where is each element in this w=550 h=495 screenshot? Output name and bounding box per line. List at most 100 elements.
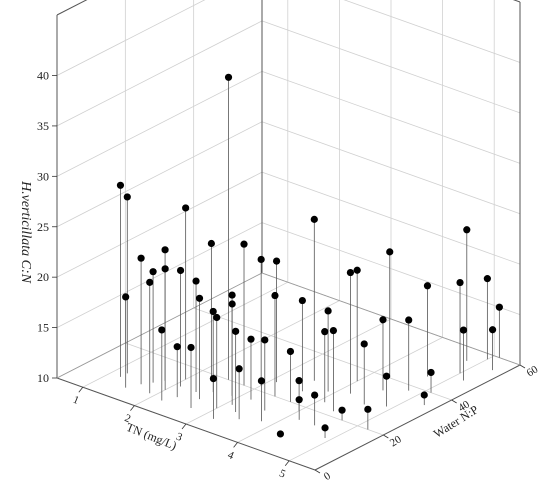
z-axis-label: H.verticillata C:N <box>18 180 33 284</box>
wall-grid-line <box>261 121 521 215</box>
y-tick-label: 0 <box>322 470 333 483</box>
x-tick <box>181 423 187 430</box>
point <box>207 239 215 248</box>
x-tick-label: 5 <box>278 467 288 480</box>
y-tick-label: 20 <box>388 433 404 449</box>
y-tick <box>451 399 457 404</box>
x-tick-label: 4 <box>226 449 236 462</box>
point <box>149 268 157 276</box>
point <box>295 377 303 385</box>
point <box>329 326 338 335</box>
point <box>338 406 346 414</box>
point <box>224 73 233 81</box>
point <box>321 424 329 432</box>
point <box>213 313 221 322</box>
point <box>276 430 285 438</box>
point <box>182 204 190 212</box>
point <box>161 265 169 273</box>
floor-grid-line <box>134 300 340 406</box>
point <box>382 372 391 380</box>
point <box>209 307 217 316</box>
wall-grid-line <box>56 0 206 76</box>
point <box>232 327 240 335</box>
x-tick-label: 3 <box>174 431 184 444</box>
point <box>261 336 269 344</box>
point <box>379 316 387 324</box>
point <box>495 303 503 311</box>
point <box>176 266 185 275</box>
floor-edge <box>261 272 521 366</box>
floor-grid-line <box>237 337 443 443</box>
wall-grid-line <box>261 222 521 315</box>
point <box>272 257 281 265</box>
point <box>295 396 303 404</box>
z-tick-label: 30 <box>37 169 49 183</box>
point <box>420 391 428 399</box>
point <box>360 340 368 348</box>
point <box>386 248 394 256</box>
point <box>228 300 236 308</box>
point <box>311 391 319 399</box>
y-tick <box>383 434 389 439</box>
z-tick-label: 20 <box>37 270 49 284</box>
point <box>137 254 145 262</box>
y-tick <box>314 469 321 474</box>
point <box>298 296 306 305</box>
z-tick-label: 10 <box>37 371 49 385</box>
point <box>173 343 181 351</box>
point <box>235 365 243 373</box>
axis-line <box>56 0 88 16</box>
x-tick <box>78 386 84 393</box>
z-tick-label: 35 <box>37 119 49 133</box>
wall-grid-line <box>261 171 521 265</box>
wall-grid-line <box>261 70 521 164</box>
x-tick-label: 2 <box>123 412 133 425</box>
floor-grid-line <box>125 342 384 436</box>
point <box>228 291 236 299</box>
y-axis-label: Water N:P <box>431 402 481 441</box>
point <box>247 335 255 343</box>
point <box>488 326 497 334</box>
z-tick-label: 25 <box>37 220 49 234</box>
x-tick <box>233 442 238 448</box>
point <box>321 328 329 336</box>
x-tick <box>284 460 290 467</box>
point <box>346 268 355 277</box>
point <box>192 277 200 285</box>
point <box>310 215 318 223</box>
point <box>240 240 248 248</box>
z-tick-label: 40 <box>37 69 49 83</box>
point <box>423 282 432 290</box>
wall-grid-line <box>343 0 521 63</box>
z-tick-label: 15 <box>37 321 49 335</box>
point <box>146 278 154 286</box>
point <box>483 275 491 283</box>
point <box>364 405 372 413</box>
point <box>271 291 279 300</box>
wall-grid-line <box>56 121 263 228</box>
y-tick-label: 60 <box>525 363 541 379</box>
point <box>257 255 265 264</box>
x-tick-label: 1 <box>71 394 81 407</box>
wall-grid-line <box>56 70 263 177</box>
wall-grid-line <box>56 222 263 328</box>
point <box>427 368 435 377</box>
x-tick <box>130 405 135 411</box>
point <box>209 374 218 383</box>
point <box>459 326 468 334</box>
floor-edge <box>56 272 263 379</box>
x-axis-label: TN (mg/L) <box>124 420 178 453</box>
point <box>286 347 295 356</box>
point <box>257 377 266 385</box>
axis-line <box>314 364 521 471</box>
point <box>123 193 131 201</box>
point <box>116 181 125 189</box>
point <box>158 326 166 334</box>
y-tick <box>519 364 526 369</box>
point <box>456 278 464 287</box>
point <box>463 226 471 234</box>
point <box>405 316 413 324</box>
point <box>187 343 195 352</box>
point <box>353 266 361 274</box>
